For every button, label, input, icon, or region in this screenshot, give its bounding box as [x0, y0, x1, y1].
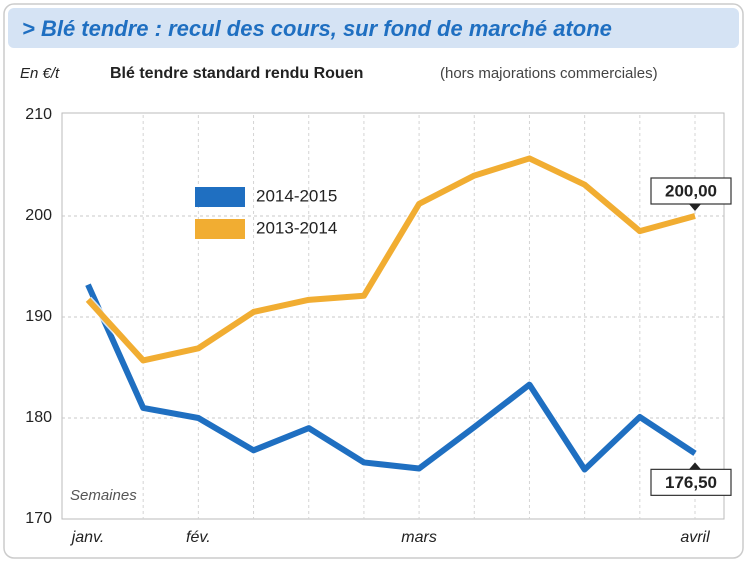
chart-title: Blé tendre standard rendu Rouen	[110, 65, 363, 82]
x-axis-label: Semaines	[70, 487, 137, 504]
x-tick-label: fév.	[186, 529, 211, 546]
value-label-box	[650, 468, 732, 496]
x-tick-label: mars	[401, 529, 437, 546]
y-tick-label: 210	[25, 106, 52, 123]
banner-bg	[8, 8, 739, 48]
value-label: 200,00	[665, 181, 717, 200]
value-label-pointer	[689, 462, 701, 470]
legend-label: 2013-2014	[256, 218, 337, 237]
y-tick-label: 170	[25, 510, 52, 527]
value-label: 176,50	[665, 473, 717, 492]
x-tick-label: avril	[680, 529, 710, 546]
y-tick-label: 200	[25, 207, 52, 224]
value-label-pointer	[689, 204, 701, 211]
series-line	[85, 155, 696, 364]
legend-label: 2014-2015	[256, 186, 337, 205]
y-tick-label: 190	[25, 308, 52, 325]
legend-swatch	[195, 219, 245, 239]
y-tick-label: 180	[25, 409, 52, 426]
legend-swatch	[195, 187, 245, 207]
plot-area	[61, 112, 725, 520]
chart-subtitle: (hors majorations commerciales)	[440, 65, 658, 82]
banner: > Blé tendre : recul des cours, sur fond…	[22, 16, 612, 41]
series-line	[85, 283, 697, 473]
value-label-box	[650, 177, 732, 205]
unit-label: En €/t	[20, 65, 60, 82]
x-tick-label: janv.	[70, 529, 105, 546]
